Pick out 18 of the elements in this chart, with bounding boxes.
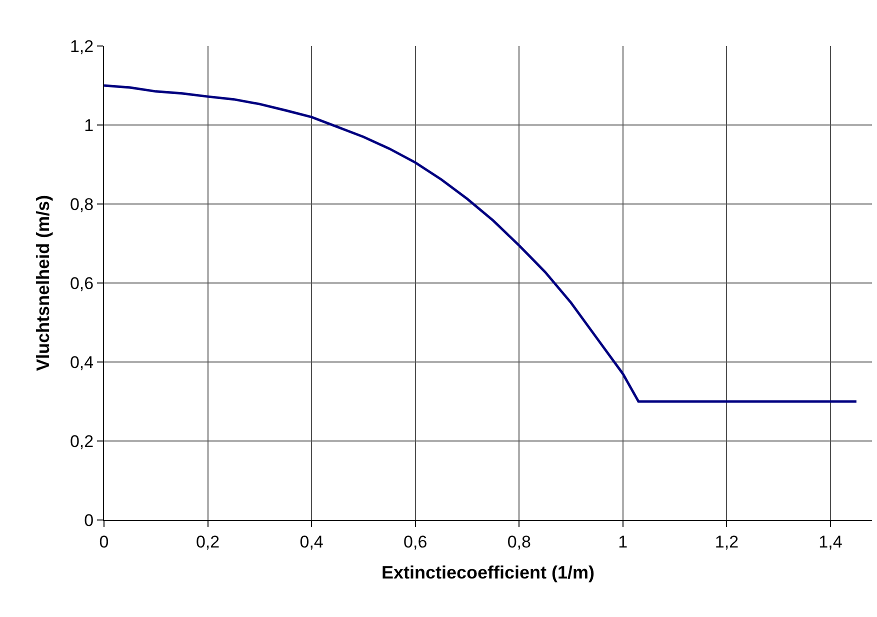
y-tick-label: 0 xyxy=(84,510,94,530)
x-tick-label: 0,6 xyxy=(404,532,428,552)
line-series xyxy=(104,84,858,403)
x-axis-title: Extinctiecoefficient (1/m) xyxy=(381,562,595,582)
y-tick-label: 1 xyxy=(84,116,94,135)
x-tick-label: 0 xyxy=(99,532,109,552)
y-tick-label: 0,6 xyxy=(70,274,94,293)
x-tick-label: 0,2 xyxy=(196,532,220,552)
x-tick-label: 0,4 xyxy=(300,532,324,552)
x-tick-label: 1,2 xyxy=(714,532,739,552)
y-tick-label: 1,2 xyxy=(70,36,94,56)
y-tick-label: 0,8 xyxy=(70,194,94,214)
x-tick-label: 1,4 xyxy=(818,532,842,552)
y-tick-label: 0,4 xyxy=(70,352,94,372)
x-tick-label: 1 xyxy=(618,532,628,552)
y-axis-title: Vluchtsnelheid (m/s) xyxy=(33,194,54,372)
x-tick-label: 0,8 xyxy=(507,532,531,552)
y-tick-label: 0,2 xyxy=(70,432,94,451)
